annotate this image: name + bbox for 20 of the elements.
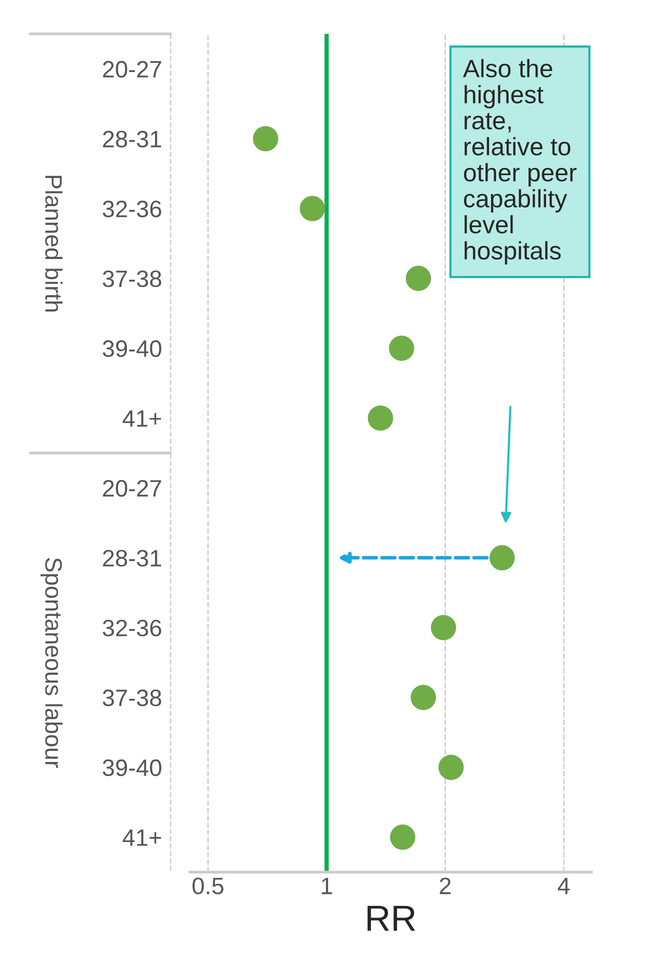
text: Planned birth bbox=[45, 176, 63, 312]
y-tick-label: 20-27 bbox=[103, 480, 162, 497]
y-tick-label: 28-31 bbox=[103, 550, 162, 567]
annotation: Also the highest rate, relative to other peer capability level hospitals bbox=[463, 59, 576, 265]
y-tick-label: 32-36 bbox=[102, 200, 162, 218]
y-tick-label: 39-40 bbox=[102, 759, 162, 776]
x-axis-title: RR bbox=[368, 906, 416, 931]
x-tick-label: 0.5 bbox=[192, 878, 224, 894]
y-tick-label: 37-38 bbox=[102, 270, 162, 288]
y-tick-label: 41+ bbox=[122, 410, 162, 427]
y-tick-label: 20-27 bbox=[103, 60, 162, 78]
x-tick-label: 1 bbox=[322, 878, 332, 894]
y-tick-label: 32-36 bbox=[102, 620, 162, 636]
y-tick-label: 28-31 bbox=[103, 130, 162, 148]
y-tick-label: 41+ bbox=[122, 829, 162, 846]
x-tick-label: 4 bbox=[558, 878, 570, 894]
y-tick-label: 39-40 bbox=[102, 340, 162, 358]
x-tick-label: 2 bbox=[440, 878, 451, 894]
text: Spontaneous labour bbox=[40, 558, 63, 768]
y-tick-label: 37-38 bbox=[102, 690, 162, 706]
